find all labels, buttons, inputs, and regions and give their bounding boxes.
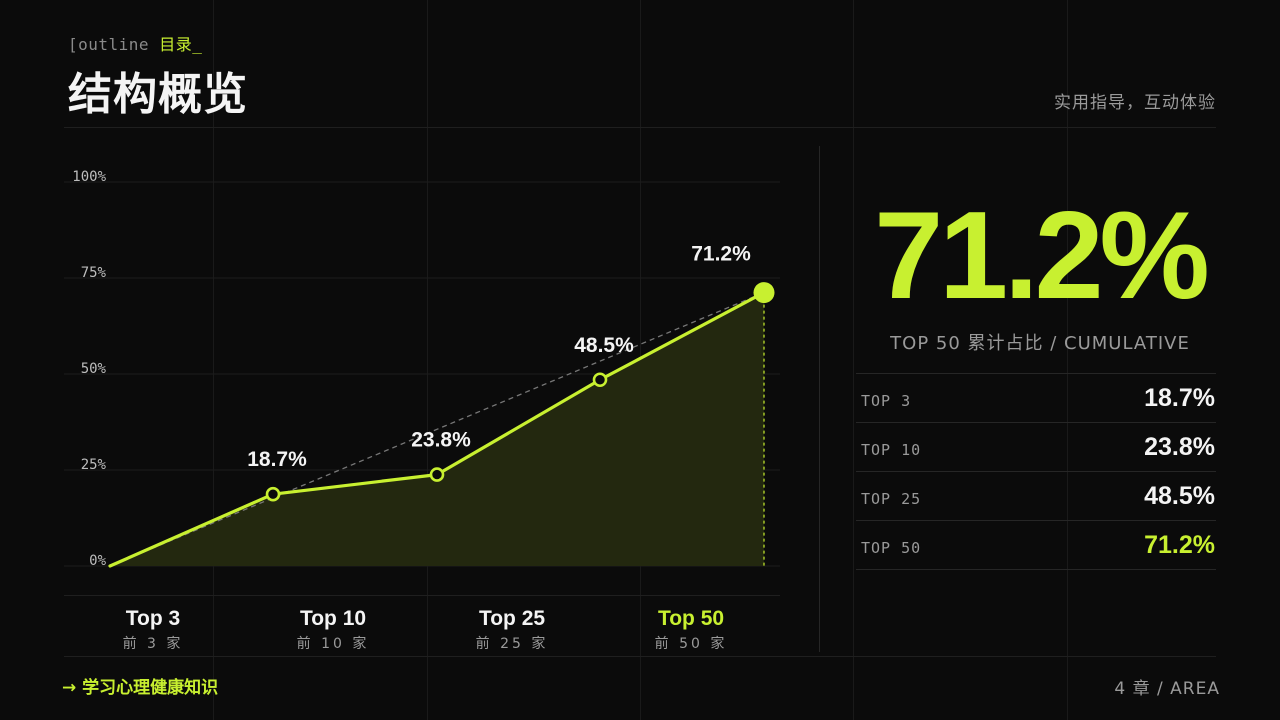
data-label: 23.8% (411, 429, 471, 452)
y-tick-label: 25% (81, 457, 107, 473)
x-tick-label: Top 25 (478, 607, 546, 630)
table-row: TOP 3 18.7% (856, 373, 1216, 422)
data-point (429, 467, 445, 482)
bg-grid-line (853, 0, 854, 720)
data-labels: 18.7% 23.8% 48.5% 71.2% (247, 243, 751, 472)
footer-divider (64, 656, 1216, 657)
x-tick-label: Top 10 (299, 607, 367, 630)
row-key: TOP 3 (861, 392, 912, 410)
bg-grid-line (427, 0, 428, 720)
data-label: 71.2% (691, 243, 751, 266)
data-point (592, 372, 608, 388)
x-tick-label: Top 3 (125, 607, 181, 630)
area-chart: 0% 25% 50% 75% 100% 18.7% 23.8% 48.5% 71.2% (64, 169, 780, 569)
section-kicker: [outline 目录_ (68, 31, 202, 55)
y-tick-label: 75% (81, 265, 107, 281)
chapter-indicator: 4 章 / AREA (1114, 679, 1220, 699)
page-title: 结构概览 (68, 69, 248, 120)
x-category: Top 25 前 25 家 (442, 607, 582, 653)
x-category: Top 10 前 10 家 (263, 607, 403, 653)
headline-caption: TOP 50 累计占比 / CUMULATIVE (890, 333, 1190, 354)
y-axis-ticks: 0% 25% 50% 75% 100% (72, 169, 106, 569)
headline-stat: 71.2% (874, 187, 1210, 325)
row-key: TOP 25 (861, 490, 922, 508)
x-tick-sublabel: 前 50 家 (654, 636, 728, 652)
y-tick-label: 0% (89, 553, 106, 569)
table-row-highlight: TOP 50 71.2% (856, 520, 1216, 570)
x-category: Top 3 前 3 家 (83, 607, 223, 653)
row-value: 48.5% (1144, 481, 1215, 510)
table-row: TOP 10 23.8% (856, 422, 1216, 471)
page-subtitle: 实用指导，互动体验 (1054, 93, 1216, 113)
x-tick-sublabel: 前 3 家 (122, 636, 184, 652)
kicker-prefix: [outline (68, 35, 150, 54)
footer-link[interactable]: → 学习心理健康知识 (62, 678, 219, 698)
data-label: 18.7% (247, 448, 307, 471)
y-tick-label: 50% (81, 361, 107, 377)
data-label: 48.5% (574, 334, 634, 357)
header-divider (64, 127, 1216, 128)
x-tick-sublabel: 前 25 家 (475, 636, 549, 652)
row-key: TOP 50 (861, 539, 922, 557)
x-tick-label: Top 50 (657, 607, 725, 630)
data-point (265, 486, 281, 502)
data-point-highlight (753, 282, 775, 304)
y-tick-label: 100% (72, 169, 106, 185)
x-tick-sublabel: 前 10 家 (296, 636, 370, 652)
row-value: 23.8% (1144, 432, 1215, 461)
summary-table: TOP 3 18.7% TOP 10 23.8% TOP 25 48.5% TO… (856, 373, 1216, 570)
row-key: TOP 10 (861, 441, 922, 459)
bg-grid-line (213, 0, 214, 720)
kicker-accent: 目录_ (159, 35, 203, 54)
table-row: TOP 25 48.5% (856, 471, 1216, 520)
bg-grid-line (1067, 0, 1068, 720)
panel-divider (819, 146, 820, 652)
x-axis-divider (64, 595, 780, 596)
row-value: 18.7% (1144, 383, 1215, 412)
x-category: Top 50 前 50 家 (621, 607, 761, 653)
chart-series (108, 282, 775, 568)
row-value: 71.2% (1144, 530, 1215, 559)
trend-line (109, 291, 765, 567)
